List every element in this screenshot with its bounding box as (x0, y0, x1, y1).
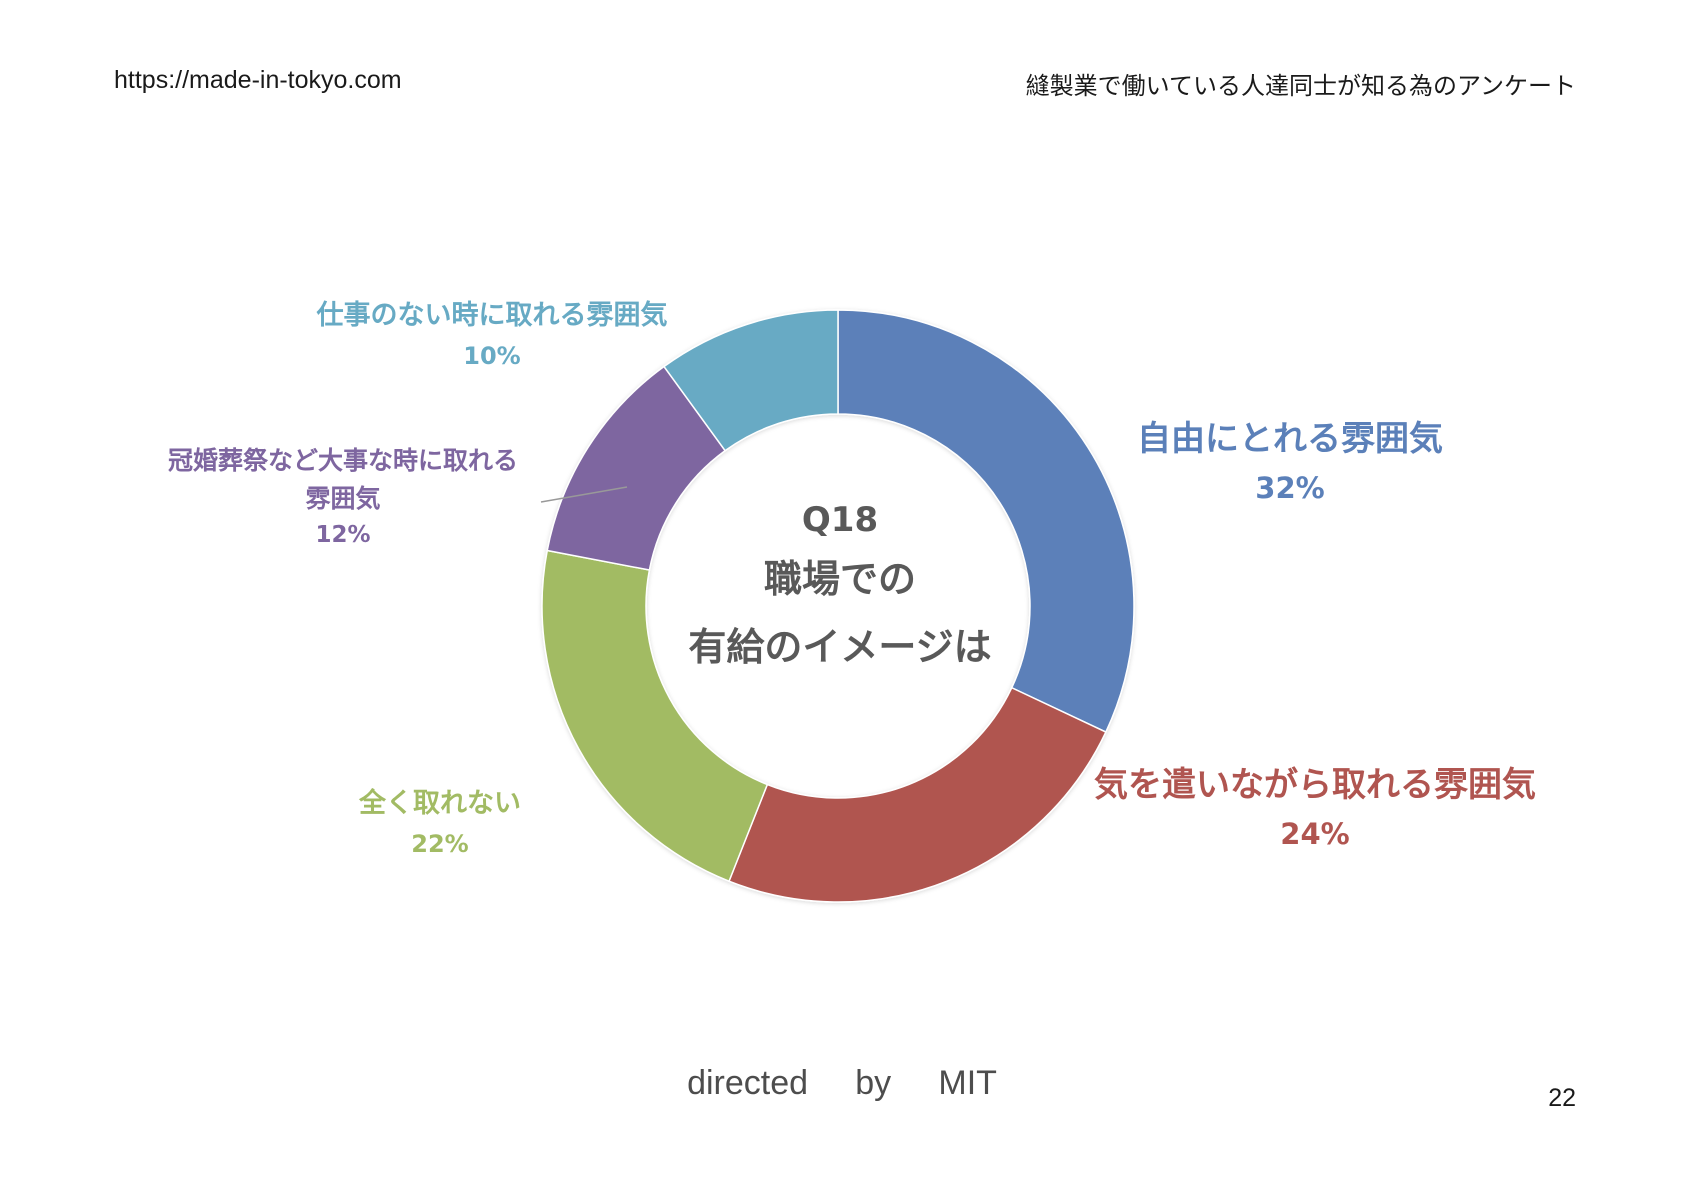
slice-jiyuu (837, 309, 1135, 734)
leader-line (540, 486, 628, 503)
donut-slices (541, 309, 1135, 903)
center-title-line1: Q18 (801, 500, 879, 540)
chart-center-title: Q18 職場での 有給のイメージは (650, 496, 1030, 680)
slice-kiwotsukai (728, 686, 1107, 903)
slice-label-mattaku: 全く取れない 22% (320, 784, 560, 863)
slice-label-text-line2: 雰囲気 (305, 483, 381, 513)
slice-label-percent: 32% (1255, 471, 1325, 505)
slice-label-percent: 10% (463, 341, 521, 370)
slice-label-text: 仕事のない時に取れる雰囲気 (316, 300, 668, 331)
slice-shigoto (662, 309, 839, 452)
slice-label-konsou: 冠婚葬祭など大事な時に取れる 雰囲気 12% (148, 442, 538, 554)
slice-label-percent: 12% (315, 522, 371, 548)
slice-label-text: 全く取れない (359, 788, 521, 819)
slice-label-text: 気を遣いながら取れる雰囲気 (1094, 765, 1536, 805)
slice-label-jiyuu: 自由にとれる雰囲気 32% (1110, 414, 1470, 511)
header-url: https://made-in-tokyo.com (114, 66, 402, 94)
slice-label-text: 自由にとれる雰囲気 (1137, 419, 1443, 459)
center-title-line3: 有給のイメージは (688, 625, 992, 669)
slice-label-kiwotsukai: 気を遣いながら取れる雰囲気 24% (1065, 760, 1565, 857)
slice-mattaku (541, 549, 769, 883)
slice-label-text-line1: 冠婚葬祭など大事な時に取れる (167, 446, 518, 475)
page-number: 22 (1548, 1084, 1576, 1112)
slice-label-percent: 22% (411, 829, 469, 858)
footer-credit: directed by MIT (687, 1064, 997, 1102)
center-title-line2: 職場での (763, 557, 916, 601)
slice-label-shigoto: 仕事のない時に取れる雰囲気 10% (282, 296, 702, 375)
slice-label-percent: 24% (1280, 817, 1350, 851)
header-survey-title: 縫製業で働いている人達同士が知る為のアンケート (1025, 72, 1576, 100)
